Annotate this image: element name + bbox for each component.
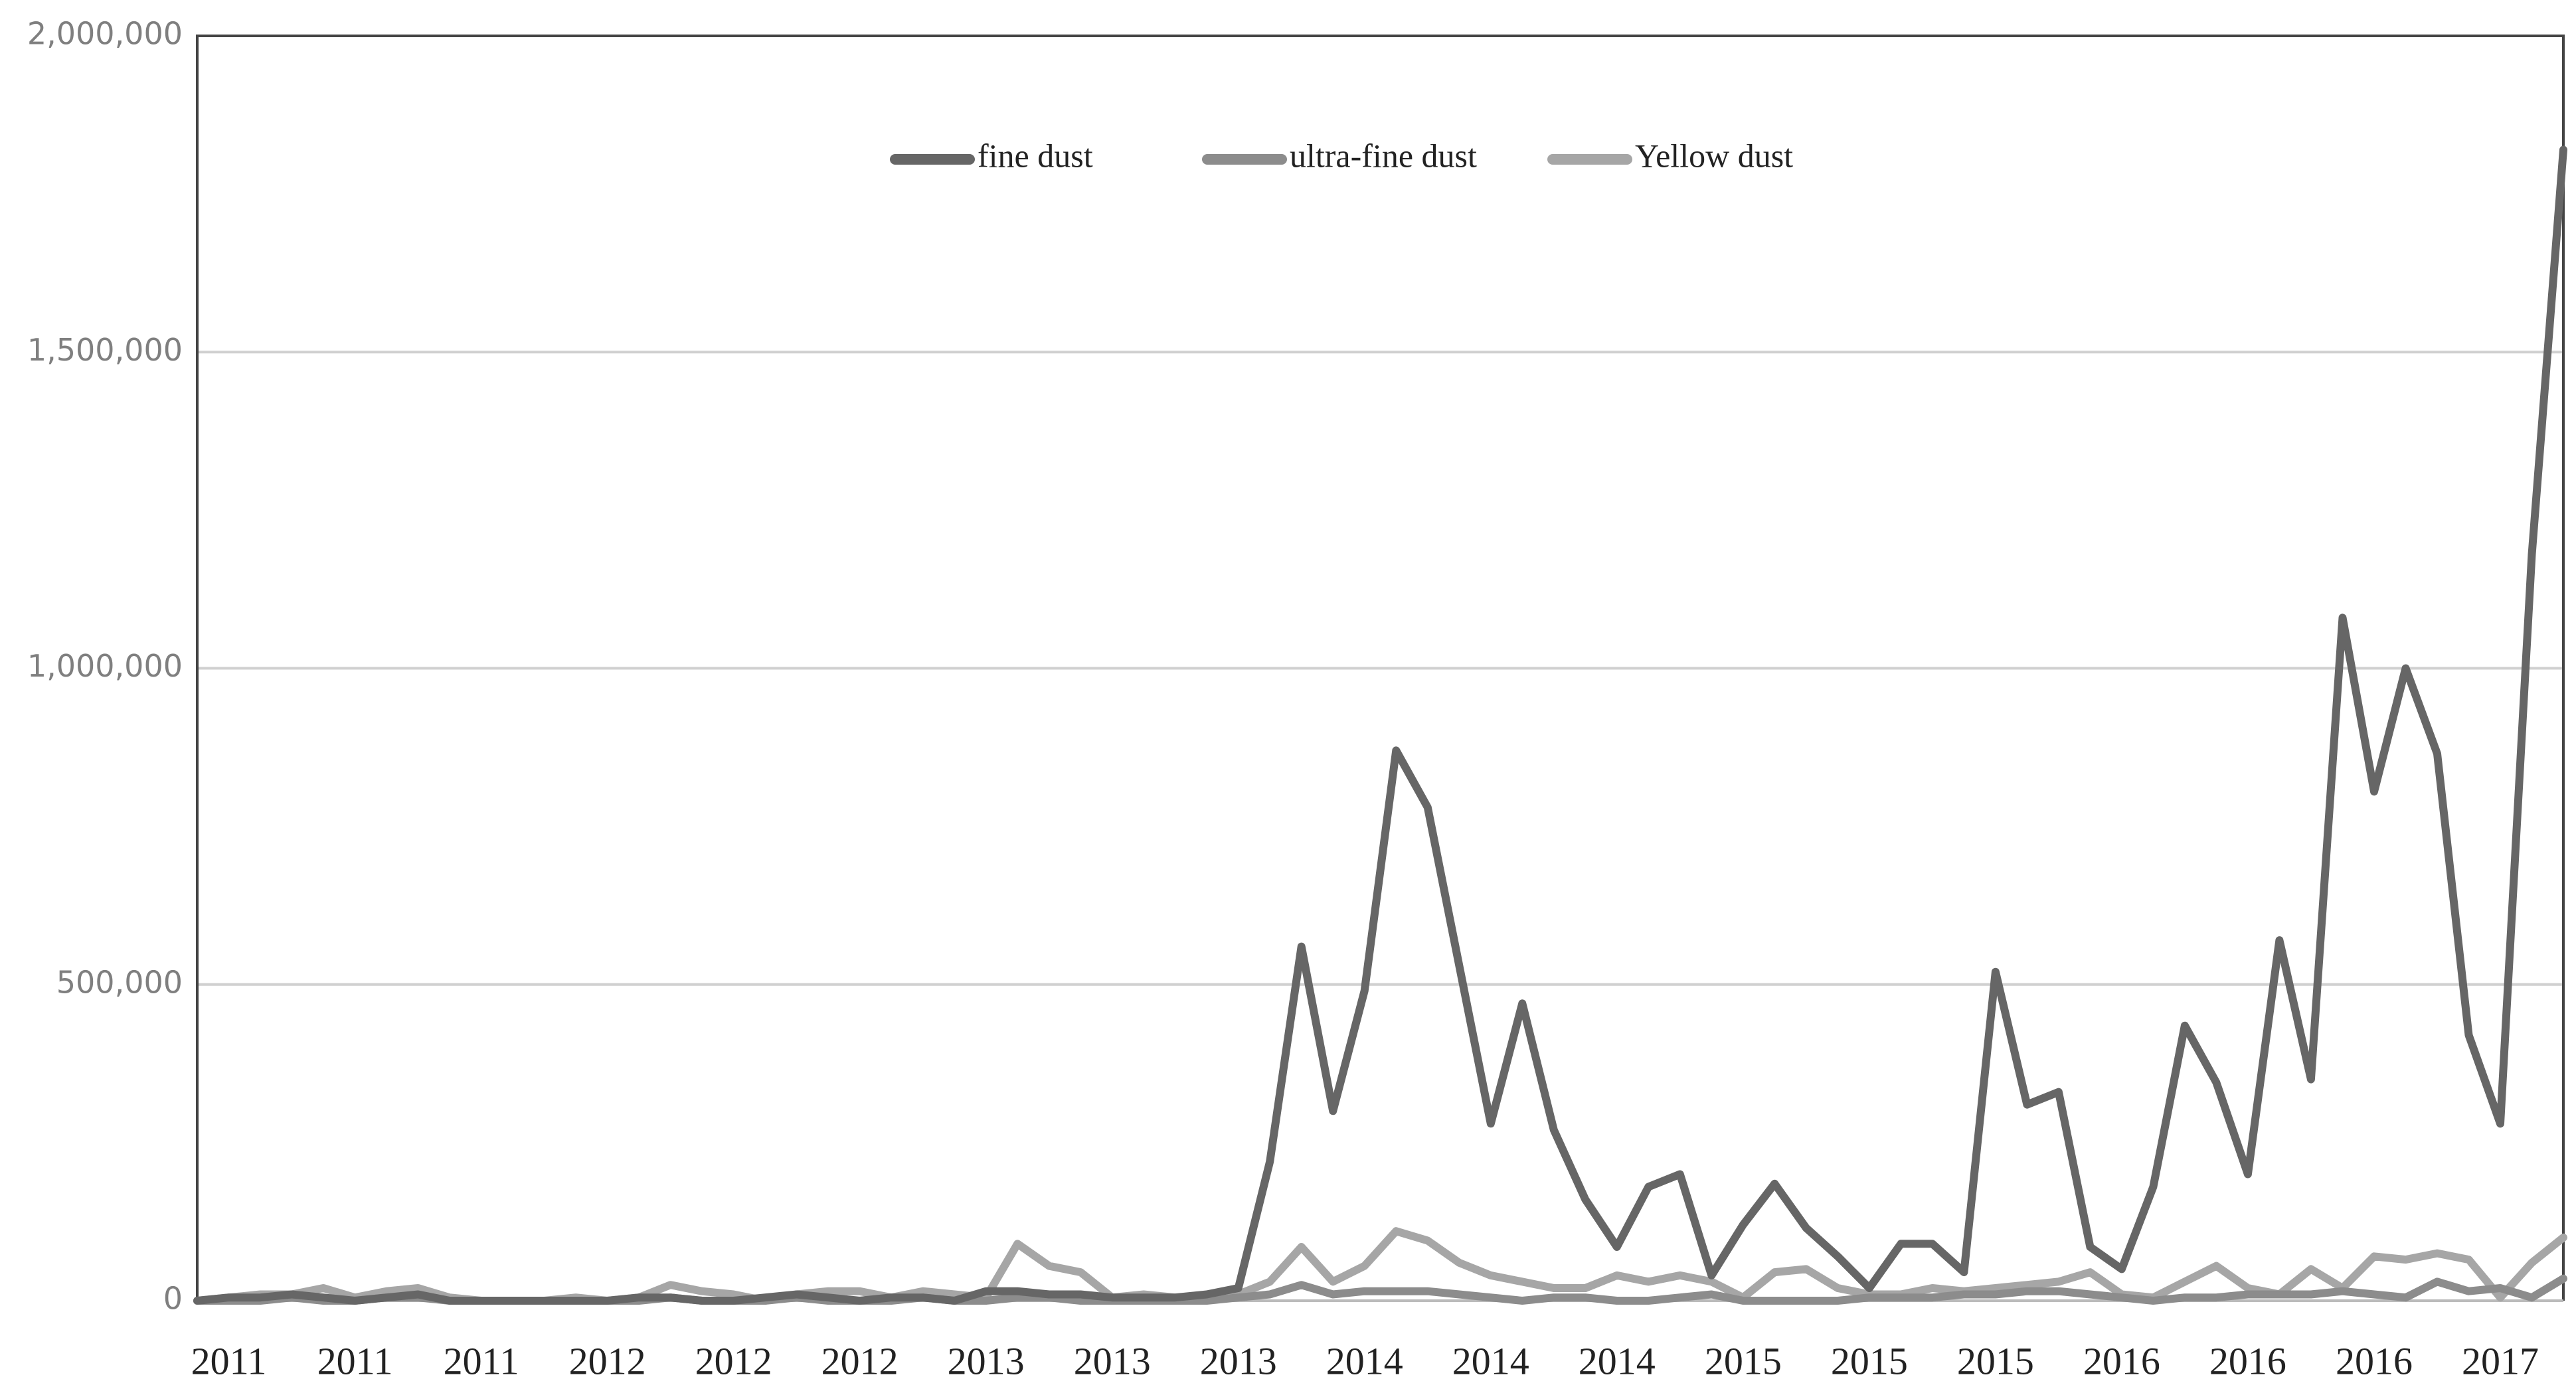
- x-tick-label: 2017: [2462, 1339, 2539, 1382]
- x-tick-label: 2014: [1579, 1339, 1656, 1382]
- x-tick-label: 2016: [2336, 1339, 2413, 1382]
- x-tick-label: 2015: [1957, 1339, 2034, 1382]
- x-tick-label: 2014: [1326, 1339, 1403, 1382]
- x-tick-label: 2013: [948, 1339, 1025, 1382]
- x-tick-label: 2011: [191, 1339, 267, 1382]
- y-tick-label: 1,000,000: [27, 648, 183, 684]
- x-tick-label: 2013: [1074, 1339, 1151, 1382]
- x-tick-label: 2015: [1831, 1339, 1908, 1382]
- y-tick-label: 1,500,000: [27, 332, 183, 368]
- x-tick-label: 2016: [2209, 1339, 2286, 1382]
- x-tick-label: 2016: [2083, 1339, 2160, 1382]
- legend-label: ultra-fine dust: [1290, 137, 1477, 174]
- x-tick-label: 2014: [1452, 1339, 1529, 1382]
- plot-frame: [196, 35, 2565, 1301]
- series-line: [193, 145, 2567, 1305]
- y-tick-label: 500,000: [56, 964, 183, 1000]
- x-tick-label: 2012: [569, 1339, 646, 1382]
- x-tick-label: 2015: [1705, 1339, 1782, 1382]
- legend-label: Yellow dust: [1635, 137, 1793, 174]
- x-tick-label: 2011: [317, 1339, 393, 1382]
- x-tick-label: 2011: [444, 1339, 519, 1382]
- x-tick-label: 2012: [695, 1339, 772, 1382]
- y-tick-label: 0: [163, 1281, 183, 1317]
- legend-label: fine dust: [978, 137, 1093, 174]
- y-tick-label: 2,000,000: [27, 16, 183, 52]
- x-tick-label: 2013: [1200, 1339, 1277, 1382]
- x-tick-label: 2012: [821, 1339, 899, 1382]
